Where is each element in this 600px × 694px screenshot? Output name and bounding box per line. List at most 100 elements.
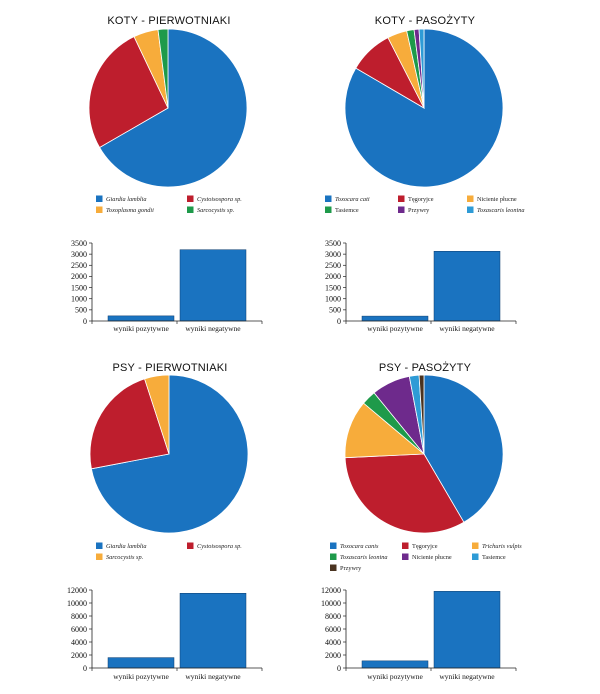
pie-slice-2 xyxy=(88,36,169,149)
y-tick-label: 8000 xyxy=(325,612,341,621)
legend-swatch xyxy=(187,195,194,202)
pie-chart-4: PSY - PASOŻYTY Toxocara canis Tęgoryjce Tri… xyxy=(330,361,522,572)
legend-swatch xyxy=(398,195,405,202)
legend-swatch xyxy=(330,542,337,549)
legend-swatch xyxy=(467,195,474,202)
legend-label: Sarcocystis sp. xyxy=(106,554,143,561)
bar-chart-2: 0 500 1000 1500 2000 2500 3000 3500 wyniki pozyt… xyxy=(325,239,517,333)
legend-swatch xyxy=(467,206,474,213)
x-category-label: wyniki pozytywne xyxy=(367,672,423,681)
pie-title: KOTY - PIERWOTNIAKI xyxy=(107,15,230,27)
y-tick-label: 500 xyxy=(75,306,87,315)
y-tick-label: 3500 xyxy=(325,239,341,248)
y-tick-label: 10000 xyxy=(67,599,87,608)
legend-swatch xyxy=(472,553,479,560)
x-category-label: wyniki pozytywne xyxy=(113,672,169,681)
legend-label: Tęgoryjce xyxy=(408,196,434,203)
legend-label: Nicienie płucne xyxy=(477,196,517,203)
bar-2 xyxy=(179,249,247,322)
pie-chart-1: KOTY - PIERWOTNIAKI Giardia lamblia Cystoi… xyxy=(88,15,248,214)
y-tick-label: 4000 xyxy=(325,638,341,647)
x-category-label: wyniki negatywne xyxy=(439,324,495,333)
pie-slice-3 xyxy=(144,374,170,455)
legend-swatch xyxy=(96,195,103,202)
y-tick-label: 3000 xyxy=(325,250,341,259)
legend-swatch xyxy=(398,206,405,213)
legend-swatch xyxy=(96,542,103,549)
legend-swatch xyxy=(96,206,103,213)
legend-label: Tęgoryjce xyxy=(412,543,438,550)
pie-slice-1 xyxy=(423,374,504,523)
pie-legend: Toxocara canis Tęgoryjce Trichuris vulpis T… xyxy=(330,542,522,572)
pie-slice-1 xyxy=(90,374,249,534)
legend-swatch xyxy=(330,553,337,560)
pie-slice-4 xyxy=(157,28,169,109)
legend-label: Toxascaris leonina xyxy=(477,207,525,214)
y-tick-label: 0 xyxy=(337,317,341,326)
legend-swatch xyxy=(96,553,103,560)
legend-label: Sarcocystis sp. xyxy=(197,207,234,214)
y-tick-label: 1000 xyxy=(71,295,87,304)
bar-chart-1: 0 500 1000 1500 2000 2500 3000 3500 wyniki pozyt… xyxy=(71,239,263,333)
legend-label: Giardia lamblia xyxy=(106,543,147,550)
pie-legend: Giardia lamblia Cystoisospora sp. Sarcocys… xyxy=(96,542,242,561)
pie-legend: Giardia lamblia Cystoisospora sp. Toxoplas… xyxy=(96,195,242,214)
y-tick-label: 0 xyxy=(337,664,341,673)
y-tick-label: 1500 xyxy=(71,283,87,292)
y-tick-label: 2500 xyxy=(71,261,87,270)
y-tick-label: 2000 xyxy=(325,651,341,660)
y-tick-label: 3500 xyxy=(71,239,87,248)
y-tick-label: 3000 xyxy=(71,250,87,259)
y-tick-label: 10000 xyxy=(321,599,341,608)
y-tick-label: 6000 xyxy=(325,625,341,634)
bar-2 xyxy=(179,593,247,669)
legend-label: Toxascaris leonina xyxy=(340,554,388,561)
y-tick-label: 2000 xyxy=(71,272,87,281)
legend-label: Cystoisospora sp. xyxy=(197,543,242,550)
y-tick-label: 500 xyxy=(329,306,341,315)
legend-label: Cystoisospora sp. xyxy=(197,196,242,203)
y-tick-label: 6000 xyxy=(71,625,87,634)
legend-swatch xyxy=(472,542,479,549)
bar-1 xyxy=(361,315,429,322)
x-category-label: wyniki negatywne xyxy=(185,324,241,333)
y-tick-label: 0 xyxy=(83,317,87,326)
legend-label: Giardia lamblia xyxy=(106,196,147,203)
y-tick-label: 12000 xyxy=(321,586,341,595)
y-tick-label: 1000 xyxy=(325,295,341,304)
bar-2 xyxy=(433,251,501,322)
legend-label: Trichuris vulpis xyxy=(482,543,522,550)
legend-label: Tasiemce xyxy=(335,207,359,214)
y-tick-label: 0 xyxy=(83,664,87,673)
bar-1 xyxy=(107,657,175,669)
pie-title: PSY - PASOŻYTY xyxy=(379,361,472,374)
legend-swatch xyxy=(325,206,332,213)
pie-slice-7 xyxy=(418,374,425,455)
pie-slice-2 xyxy=(344,453,465,534)
legend-swatch xyxy=(330,564,337,571)
y-tick-label: 2500 xyxy=(325,261,341,270)
legend-swatch xyxy=(325,195,332,202)
pie-slice-2 xyxy=(89,378,170,470)
legend-label: Przywry xyxy=(408,207,430,214)
x-category-label: wyniki negatywne xyxy=(185,672,241,681)
bar-chart-3: 0 2000 4000 6000 8000 10000 12000 wyniki pozyty… xyxy=(67,586,263,681)
bar-chart-4: 0 2000 4000 6000 8000 10000 12000 wyniki pozyty… xyxy=(321,586,517,681)
y-tick-label: 1500 xyxy=(325,283,341,292)
legend-label: Przywry xyxy=(340,565,362,572)
x-category-label: wyniki pozytywne xyxy=(367,324,423,333)
x-category-label: wyniki pozytywne xyxy=(113,324,169,333)
pie-slice-1 xyxy=(99,28,248,188)
bar-1 xyxy=(107,315,175,322)
y-tick-label: 2000 xyxy=(325,272,341,281)
legend-label: Tasiemce xyxy=(482,554,506,561)
legend-label: Nicienie płucne xyxy=(412,554,452,561)
pie-title: KOTY - PASOŻYTY xyxy=(375,14,476,27)
legend-swatch xyxy=(402,553,409,560)
y-tick-label: 12000 xyxy=(67,586,87,595)
legend-label: Toxocara cati xyxy=(335,196,370,203)
pie-chart-2: KOTY - PASOŻYTY Toxocara cati Tęgoryjce Nic… xyxy=(325,14,525,214)
y-tick-label: 8000 xyxy=(71,612,87,621)
legend-swatch xyxy=(187,542,194,549)
